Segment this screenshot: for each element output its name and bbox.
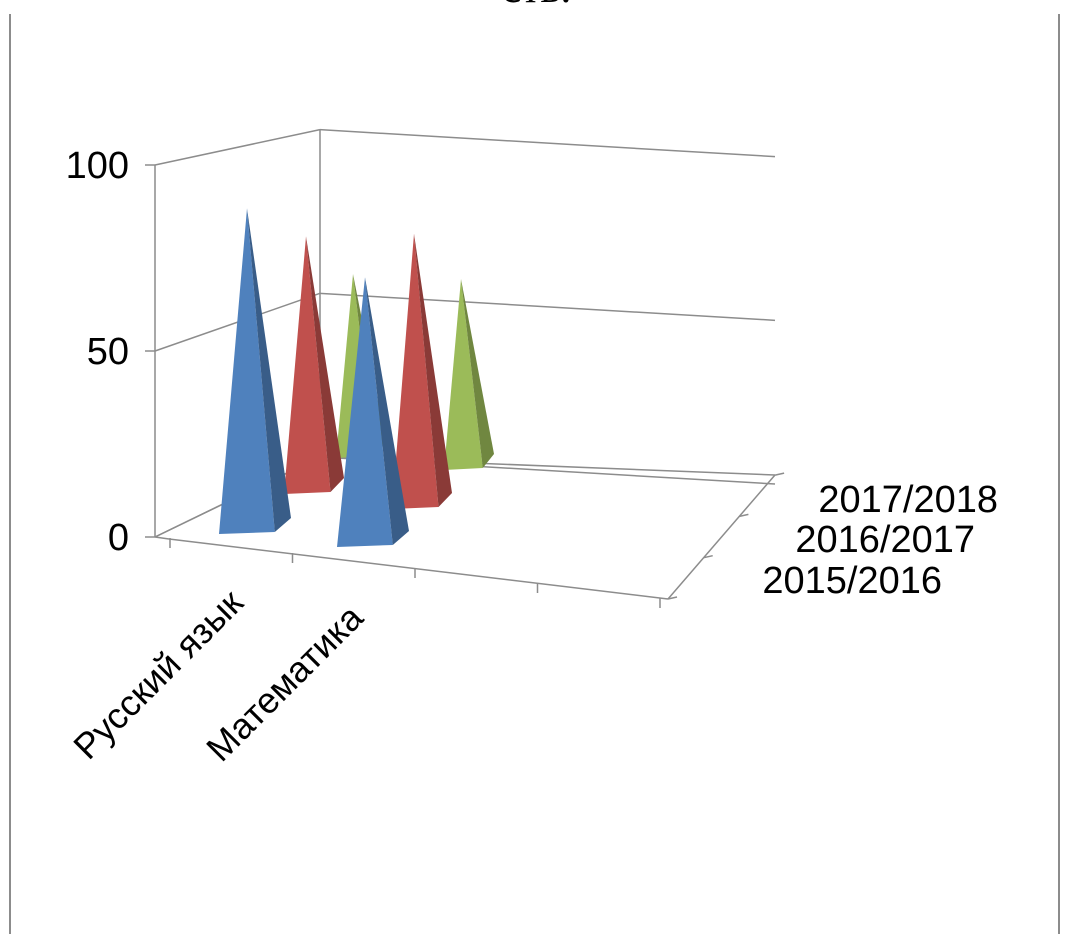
floor-corner <box>154 536 170 540</box>
pyramid-front-face <box>219 208 275 534</box>
pyramid-front-face <box>392 233 439 509</box>
pyramid-2015/2016-Математика <box>337 277 409 547</box>
pyramid-2015/2016-Русский язык <box>219 208 291 534</box>
pyramid-2016/2017-Русский язык <box>284 236 344 494</box>
y-axis-labels: 0 50 100 <box>66 145 129 559</box>
depth-axis-line <box>667 474 776 600</box>
pyramid-side-face <box>365 277 409 545</box>
pyramid-side-face <box>414 233 452 507</box>
series-label: 2015/2016 <box>762 560 942 602</box>
back-gridline <box>319 292 776 322</box>
depth-tick <box>667 596 678 600</box>
pyramid-side-face <box>247 208 291 532</box>
back-gridline <box>319 128 776 158</box>
y-tick-label: 0 <box>108 517 129 559</box>
series-label: 2016/2017 <box>795 519 975 561</box>
pyramid-front-face <box>284 236 331 494</box>
pyramid-side-face <box>461 279 494 468</box>
depth-tick <box>739 513 749 518</box>
x-axis-line <box>168 538 669 600</box>
pyramid-front-face <box>337 277 393 547</box>
pyramid-2017/2018-Математика <box>444 279 494 470</box>
y-tick-label: 100 <box>66 145 129 187</box>
series-label: 2017/2018 <box>818 479 998 521</box>
depth-tick <box>703 554 713 559</box>
y-tick-label: 50 <box>87 331 129 373</box>
depth-tick <box>774 472 785 476</box>
pyramid-front-face <box>444 279 483 470</box>
side-gridline <box>154 128 321 166</box>
pyramid-2016/2017-Математика <box>392 233 452 509</box>
chart-marks <box>219 208 494 547</box>
pyramid-side-face <box>306 236 344 492</box>
chart-title: сть. <box>0 0 1073 14</box>
